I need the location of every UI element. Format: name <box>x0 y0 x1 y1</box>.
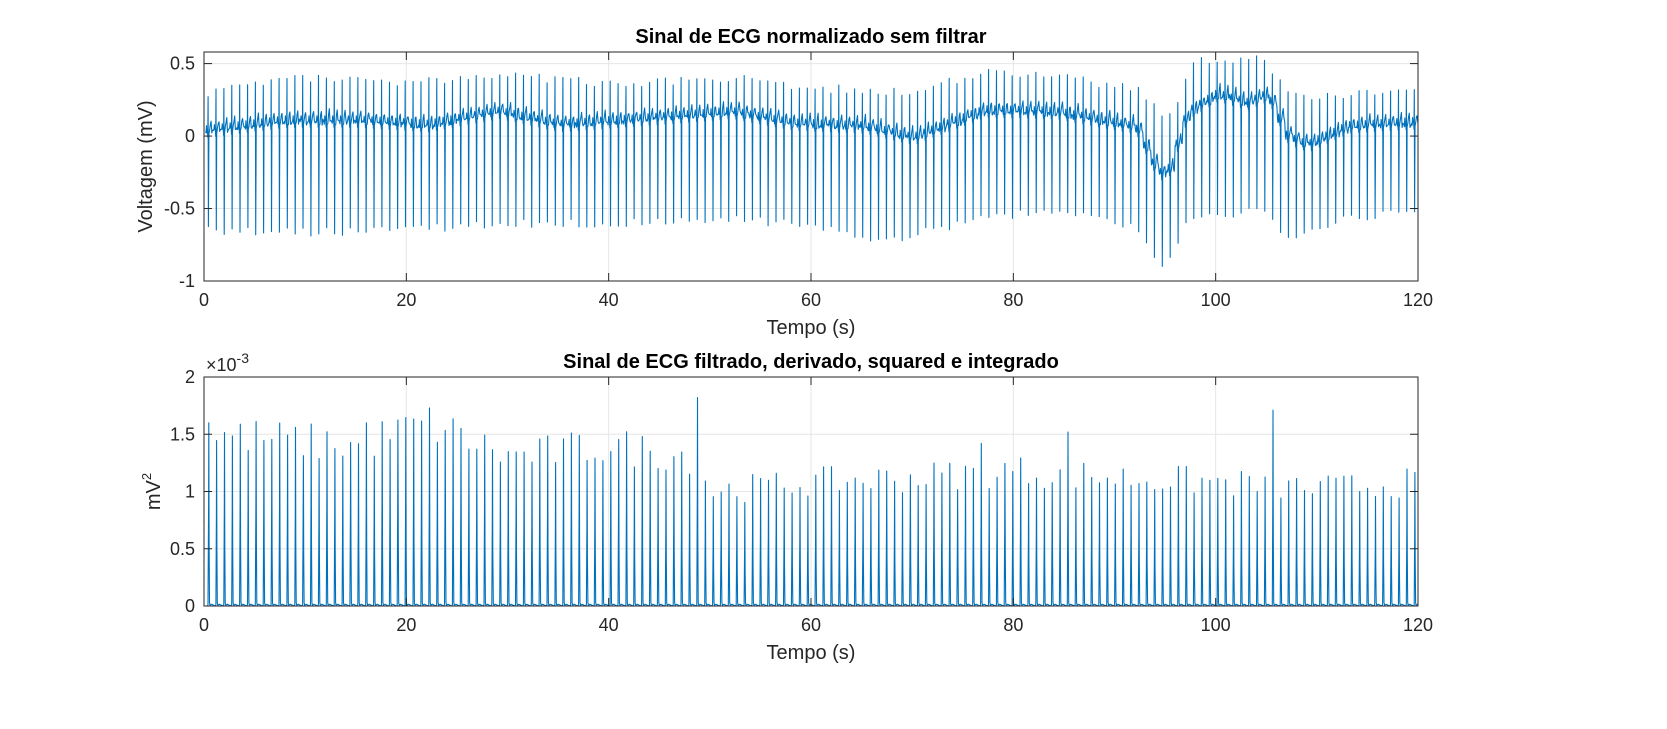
x-tick-label-ecg-processed: 20 <box>396 615 416 635</box>
y-tick-label-ecg-processed: 0.5 <box>170 539 195 559</box>
y-tick-label-ecg-raw: 0 <box>185 126 195 146</box>
x-tick-label-ecg-raw: 20 <box>396 290 416 310</box>
x-tick-label-ecg-raw: 40 <box>599 290 619 310</box>
x-tick-label-ecg-raw: 120 <box>1403 290 1433 310</box>
x-tick-label-ecg-raw: 100 <box>1201 290 1231 310</box>
x-tick-label-ecg-processed: 80 <box>1003 615 1023 635</box>
chart-ecg-processed: 0 20 40 60 80 100 120 0 0.5 1 1.5 2 Sinal de ECG fi… <box>139 350 1433 664</box>
x-axis-label-ecg-processed: Tempo (s) <box>767 642 856 664</box>
x-tick-label-ecg-processed: 120 <box>1403 615 1433 635</box>
y-tick-label-ecg-processed: 0 <box>185 596 195 616</box>
chart-title-ecg-raw: Sinal de ECG normalizado sem filtrar <box>635 26 986 48</box>
chart-title-ecg-processed: Sinal de ECG filtrado, derivado, squared… <box>563 351 1059 373</box>
y-tick-label-ecg-raw: 0.5 <box>170 54 195 74</box>
x-tick-label-ecg-processed: 100 <box>1201 615 1231 635</box>
x-axis-label-ecg-raw: Tempo (s) <box>767 317 856 339</box>
grid-ecg-processed <box>203 376 1419 607</box>
x-tick-label-ecg-processed: 0 <box>199 615 209 635</box>
x-tick-label-ecg-processed: 40 <box>599 615 619 635</box>
x-tick-label-ecg-raw: 60 <box>801 290 821 310</box>
grid-ecg-raw <box>203 52 1419 282</box>
y-tick-label-ecg-processed: 2 <box>185 367 195 387</box>
y-axis-label-base: mV <box>143 479 165 510</box>
y-tick-label-ecg-processed: 1 <box>185 482 195 502</box>
series-ecg-raw <box>204 55 1419 267</box>
y-axis-label-ecg-processed: mV2 <box>139 473 165 510</box>
y-axis-label-exponent: 2 <box>139 473 154 480</box>
y-tick-label-ecg-raw: -1 <box>179 271 195 291</box>
x-tick-label-ecg-processed: 60 <box>801 615 821 635</box>
y-axis-label-ecg-raw: Voltagem (mV) <box>135 100 157 232</box>
chart-ecg-raw: 0 20 40 60 80 100 120 -1 -0.5 0 0.5 Sinal de ECG n… <box>135 26 1433 339</box>
scale-factor-base: ×10 <box>206 355 237 375</box>
y-tick-label-ecg-raw: -0.5 <box>164 199 195 219</box>
ticks-ecg-processed: 0 20 40 60 80 100 120 0 0.5 1 1.5 2 <box>170 367 1433 635</box>
series-ecg-processed <box>206 397 1418 607</box>
x-tick-label-ecg-raw: 0 <box>199 290 209 310</box>
y-tick-label-ecg-processed: 1.5 <box>170 424 195 444</box>
y-axis-scale-factor: ×10-3 <box>206 350 249 375</box>
ticks-ecg-raw: 0 20 40 60 80 100 120 -1 -0.5 0 0.5 <box>164 52 1433 310</box>
scale-factor-exponent: -3 <box>237 350 250 366</box>
x-tick-label-ecg-raw: 80 <box>1003 290 1023 310</box>
